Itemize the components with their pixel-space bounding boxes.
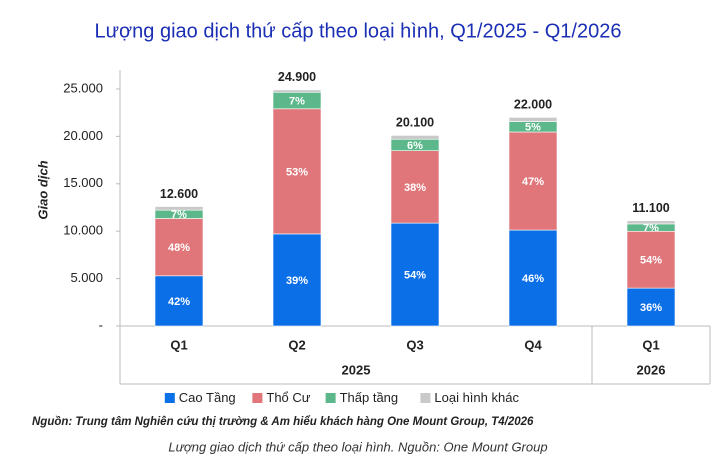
data-label: 7% — [289, 95, 305, 107]
y-tick-label: 25.000 — [63, 80, 103, 95]
data-label: 54% — [404, 269, 426, 281]
bar-segment — [390, 135, 440, 140]
data-label: 38% — [404, 182, 426, 194]
y-tick-label: 20.000 — [63, 128, 103, 143]
bar-segment — [154, 206, 204, 211]
data-label: 7% — [171, 209, 187, 221]
data-label: 42% — [168, 296, 190, 308]
legend-label: Thấp tầng — [340, 390, 399, 405]
legend-swatch — [420, 393, 431, 403]
data-label: 53% — [286, 166, 308, 178]
data-label: 46% — [522, 273, 544, 285]
data-label: 39% — [286, 275, 308, 287]
x-tick-label: Q1 — [642, 337, 659, 352]
legend-label: Thổ Cư — [266, 390, 310, 405]
x-tick-label: Q3 — [406, 337, 423, 352]
bar-segment — [508, 229, 558, 327]
bar-segment — [626, 230, 676, 289]
total-label: 22.000 — [514, 98, 552, 112]
data-label: 7% — [643, 223, 659, 235]
group-label: 2025 — [342, 362, 371, 377]
bar-segment — [154, 275, 204, 327]
x-tick-label: Q1 — [170, 337, 187, 352]
legend-swatch — [252, 393, 263, 403]
legend-label: Cao Tầng — [179, 390, 236, 405]
total-label: 12.600 — [160, 187, 198, 201]
y-tick-label: - — [99, 317, 103, 332]
bar-segment — [390, 222, 440, 327]
group-label: 2026 — [637, 362, 666, 377]
bar-segment — [154, 218, 204, 277]
bar-segment — [272, 233, 322, 327]
bar-segment — [626, 220, 676, 225]
data-label: 5% — [525, 122, 541, 134]
caption: Lượng giao dịch thứ cấp theo loại hình. … — [168, 439, 547, 454]
x-tick-label: Q4 — [524, 337, 542, 352]
bar-segment — [390, 150, 440, 224]
bar-segment — [272, 89, 322, 93]
data-label: 48% — [168, 242, 190, 254]
total-label: 20.100 — [396, 116, 434, 130]
legend-swatch — [325, 393, 336, 403]
y-axis-label: Giao dịch — [35, 160, 50, 219]
legend-label: Loại hình khác — [434, 390, 519, 405]
data-label: 36% — [640, 302, 662, 314]
bar-segment — [272, 108, 322, 235]
data-label: 54% — [640, 255, 662, 267]
bar-segment — [508, 131, 558, 231]
data-label: 6% — [407, 140, 423, 152]
y-tick-label: 5.000 — [70, 270, 103, 285]
chart-title: Lượng giao dịch thứ cấp theo loại hình, … — [95, 20, 622, 42]
x-tick-label: Q2 — [288, 337, 305, 352]
bar-segment — [508, 117, 558, 122]
legend-swatch — [164, 393, 175, 403]
total-label: 11.100 — [632, 201, 670, 215]
y-tick-label: 15.000 — [63, 175, 103, 190]
y-tick-label: 10.000 — [63, 223, 103, 238]
data-label: 47% — [522, 176, 544, 188]
bar-segment — [626, 287, 676, 327]
source-note: Nguồn: Trung tâm Nghiên cứu thị trường &… — [32, 416, 534, 428]
total-label: 24.900 — [278, 70, 316, 84]
